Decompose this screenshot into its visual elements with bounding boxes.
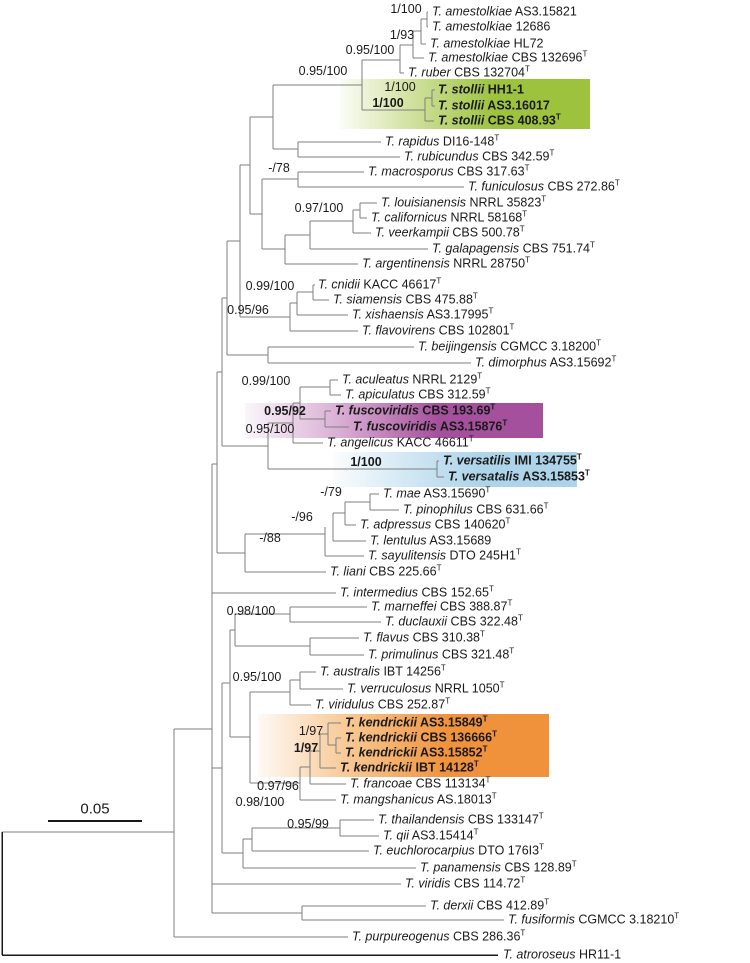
taxon-label: T. flavovirens CBS 102801T [362,322,515,338]
taxon-label: T. primulinus CBS 321.48T [368,646,515,662]
support-value-label: 0.95/99 [287,816,329,831]
taxon-label: T. xishaensis AS3.17995T [352,306,494,322]
taxon-label: T. californicus NRRL 58168T [371,209,528,225]
highlight-box-stollii [340,79,590,129]
support-value-label: 1/100 [390,1,422,16]
taxon-label: T. funiculosus CBS 272.86T [468,178,620,194]
taxon-label: T. stollii CBS 408.93T [438,112,561,128]
taxon-label: T. liani CBS 225.66T [330,563,442,579]
taxon-label: T. kendrickii CBS 136666T [345,729,497,745]
support-value-label: 0.99/100 [245,278,295,293]
taxon-label: T. fuscoviridis AS3.15876T [353,418,508,434]
support-value-label: 0.97/96 [257,778,299,793]
taxon-label: T. pinophilus CBS 631.66T [403,501,549,517]
taxon-label: T. louisianensis NRRL 35823T [381,194,547,210]
taxon-label: T. fuscoviridis CBS 193.69T [335,402,496,418]
support-value-label: 0.95/100 [232,669,282,684]
taxon-label: T. atroroseus HR11-1 [503,947,622,962]
taxon-label: T. kendrickii AS3.15849T [345,714,488,730]
support-value-label: 1/97 [293,740,319,755]
taxon-label: T. rubicundus CBS 342.59T [404,148,555,164]
taxon-label: T. rapidus DI16-148T [385,133,500,149]
taxon-label: T. adpressus CBS 140620T [360,516,511,532]
taxon-label: T. viridulus CBS 252.87T [315,696,451,712]
taxon-label: T. mae AS3.15690T [383,485,491,501]
support-value-label: -/88 [259,530,281,545]
support-value-label: 0.98/100 [226,603,276,618]
support-value-label: 0.99/100 [241,373,291,388]
support-value-label: 1/100 [384,79,416,94]
support-value-label: -/96 [291,509,313,524]
taxon-label: T. versatalis AS3.15853T [448,468,590,484]
taxon-label: T. thailandensis CBS 133147T [378,811,544,827]
taxon-label: T. macrosporus CBS 317.63T [368,163,530,179]
taxon-label: T. amestolkiae CBS 132696T [428,49,588,65]
taxon-label: T. veerkampii CBS 500.78T [375,224,525,240]
support-value-label: 0.95/100 [298,63,348,78]
taxon-label: T. intermedius CBS 152.65T [340,584,494,600]
support-value-label: 1/100 [372,95,404,110]
taxon-label: T. galapagensis CBS 751.74T [432,240,595,256]
taxon-label: T. ruber CBS 132704T [408,64,530,80]
support-value-label: 0.97/100 [294,200,344,215]
support-value-label: 1/97 [298,723,324,738]
taxon-label: T. stollii HH1-1 [438,82,524,97]
taxon-label: T. francoae CBS 113134T [350,775,491,791]
taxon-label: T. panamensis CBS 128.89T [420,859,577,875]
support-value-label: 1/100 [350,454,382,469]
taxon-label: T. lentulus AS3.15689 [370,533,492,548]
taxon-label: T. aculeatus NRRL 2129T [342,371,483,387]
taxon-label: T. derxii CBS 412.89T [430,897,550,913]
taxon-label: T. siamensis CBS 475.88T [333,291,478,307]
taxon-label: T. fusiformis CGMCC 3.18210T [508,911,680,927]
support-value-label: 0.95/100 [345,42,395,57]
taxon-label: T. euchlorocarpius DTO 176I3T [373,842,544,858]
taxon-label: T. amestolkiae HL72 [430,36,544,51]
support-value-label: -/78 [268,160,290,175]
highlight-box-fuscoviridis [245,403,543,438]
scale-bar-label: 0.05 [80,800,110,818]
support-value-label: 0.95/96 [227,302,269,317]
taxon-label: T. versatilis IMI 134755T [443,452,582,468]
taxon-label: T. beijingensis CGMCC 3.18200T [418,338,602,354]
taxon-label: T. amestolkiae AS3.15821 [432,4,577,19]
support-value-label: 1/93 [389,27,415,42]
taxon-label: T. amestolkiae 12686 [432,19,551,34]
taxon-label: T. sayulitensis DTO 245H1T [368,547,521,563]
taxon-label: T. kendrickii AS3.15852T [345,744,488,760]
taxon-label: T. duclauxii CBS 322.48T [385,613,523,629]
outgroup-branch [1,832,498,956]
taxon-label: T. mangshanicus AS.18013T [340,791,497,807]
taxon-label: T. dimorphus AS3.15692T [475,354,617,370]
support-value-label: 0.98/100 [235,794,285,809]
taxon-label: T. marneffei CBS 388.87T [371,598,513,614]
support-value-label: 0.95/92 [264,403,306,418]
taxon-label: T. argentinensis NRRL 28750T [362,255,530,271]
taxon-label: T. angelicus KACC 46611T [327,434,474,450]
taxon-label: T. qii AS3.15414T [383,827,479,843]
taxon-label: T. viridis CBS 114.72T [405,875,526,891]
taxon-label: T. verruculosus NRRL 1050T [347,680,505,696]
taxon-label: T. apiculatus CBS 312.59T [345,386,491,402]
support-value-label: 0.95/100 [245,421,295,436]
taxon-label: T. australis IBT 14256T [320,663,446,679]
support-value-label: -/79 [320,484,342,499]
taxon-label: T. flavus CBS 310.38T [363,629,485,645]
taxon-label: T. purpureogenus CBS 286.36T [352,928,526,944]
taxon-label: T. kendrickii IBT 14128T [340,759,479,775]
taxon-label: T. stollii AS3.16017 [438,98,550,113]
taxon-label: T. cnidii KACC 46617T [318,276,442,292]
